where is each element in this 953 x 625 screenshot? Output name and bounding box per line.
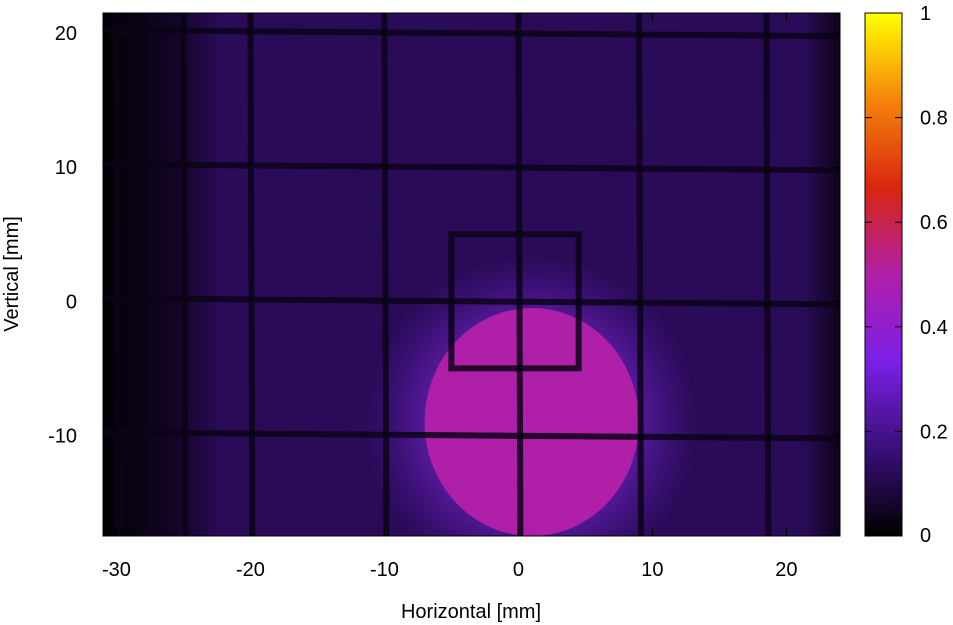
x-axis: -30 -20 -10 0 10 20	[102, 13, 798, 581]
edge-shading	[103, 13, 840, 536]
wire-vertical	[247, 13, 256, 536]
y-tick-label: 0	[66, 291, 77, 313]
wire-vertical	[515, 13, 524, 536]
colorbar-tick-label: 0.2	[920, 421, 948, 443]
y-axis: -10 0 10 20	[48, 23, 840, 447]
x-tick-label: 20	[775, 559, 797, 581]
wire-horizontal	[103, 295, 840, 308]
inner-wire-frame	[448, 231, 582, 372]
wire-horizontal	[103, 429, 840, 442]
x-axis-label: Horizontal [mm]	[401, 601, 541, 623]
colorbar-tick-label: 0.6	[920, 212, 948, 234]
colorbar-tick-label: 0.4	[920, 317, 948, 339]
colorbar-tick-label: 0	[920, 525, 931, 547]
y-axis-label: Vertical [mm]	[1, 216, 23, 332]
x-tick-label: -30	[102, 559, 131, 581]
colorbar-axis: 0 0.2 0.4 0.6 0.8 1	[865, 3, 948, 547]
wire-vertical	[113, 13, 122, 536]
plot-frame	[102, 12, 841, 537]
y-tick-label: -10	[48, 425, 77, 447]
wire-vertical	[763, 13, 772, 536]
x-tick-label: 0	[513, 559, 524, 581]
x-tick-label: -20	[236, 559, 265, 581]
plot-area	[103, 13, 840, 536]
wire-vertical	[381, 13, 390, 536]
y-tick-label: 20	[55, 23, 77, 45]
wire-horizontal	[103, 27, 840, 40]
x-tick-label: -10	[370, 559, 399, 581]
x-tick-label: 10	[641, 559, 663, 581]
wire-horizontal	[103, 161, 840, 174]
colorbar-tick-label: 1	[920, 3, 931, 25]
grid-wires	[103, 13, 840, 536]
wire-vertical	[636, 13, 644, 536]
colorbar	[864, 12, 903, 537]
y-tick-label: 10	[55, 157, 77, 179]
colorbar-tick-label: 0.8	[920, 108, 948, 130]
wire-vertical	[180, 13, 189, 536]
